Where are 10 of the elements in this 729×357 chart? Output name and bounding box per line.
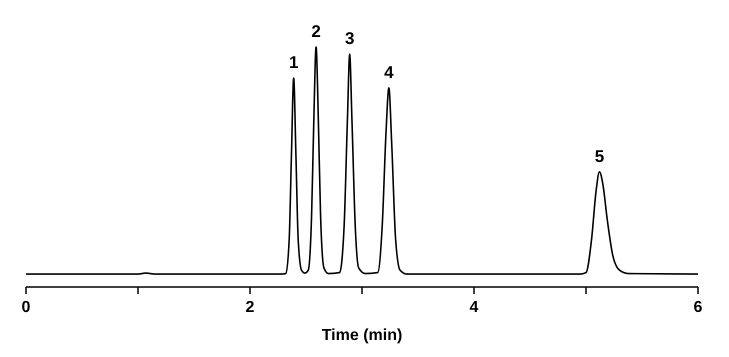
annotation: 3	[344, 29, 354, 48]
annotation: 5	[594, 146, 604, 166]
x-tick-label: 2	[246, 299, 255, 316]
x-axis-title: Time (min)	[322, 327, 402, 344]
annotation: 4	[384, 62, 394, 82]
x-tick-label: 0	[22, 299, 31, 316]
x-tick-label: 4	[470, 299, 479, 316]
x-tick-label: 6	[694, 299, 703, 316]
annotation: 1	[288, 53, 298, 72]
annotation: 2	[311, 22, 321, 41]
